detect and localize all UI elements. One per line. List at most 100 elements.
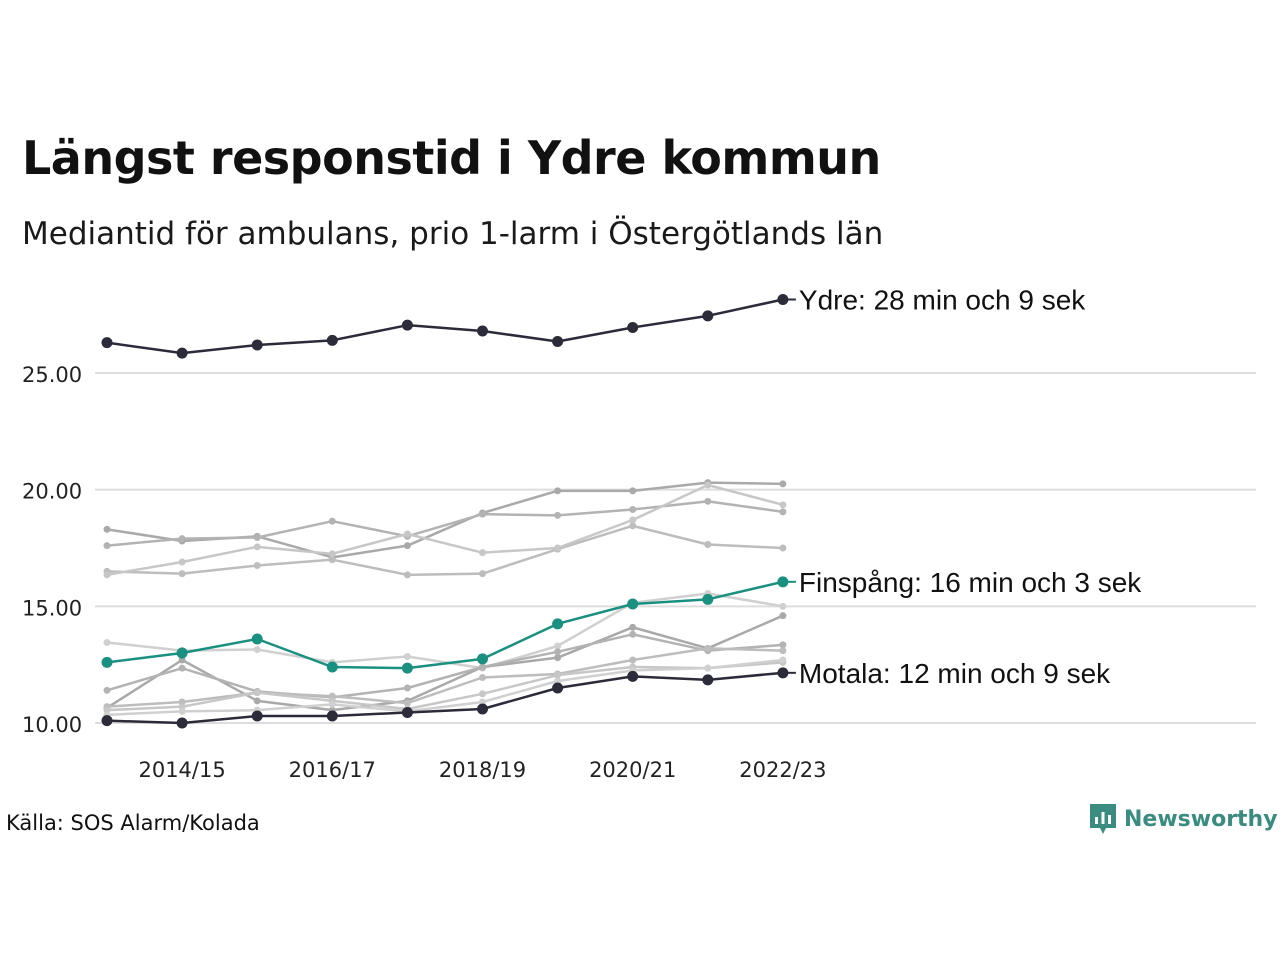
data-point [101,337,113,349]
series-line [106,580,784,670]
data-point [401,707,413,718]
data-point [704,481,712,489]
source-note: Källa: SOS Alarm/Kolada [6,811,260,835]
data-point [779,612,787,620]
data-point [103,571,111,579]
data-point [403,684,411,692]
data-point [253,646,261,653]
data-point [779,647,787,655]
data-point [554,544,562,552]
data-point [479,570,486,578]
data-point [479,674,486,681]
data-point [403,542,411,550]
series-end-label: Finspång: 16 min och 3 sek [799,567,1142,598]
data-point [554,487,562,495]
data-point [328,517,336,525]
series-finspång [101,576,789,674]
data-point [326,661,338,673]
data-point [704,497,712,505]
data-point [328,700,336,708]
data-point [554,654,562,662]
data-point [103,686,111,694]
data-point [178,570,186,578]
data-point [101,656,113,668]
data-point [554,642,562,650]
data-point [253,689,261,697]
data-point [328,550,336,558]
data-point [101,715,113,727]
y-tick-label: 25.00 [22,363,82,387]
data-point [178,707,186,715]
series-background [103,522,787,579]
data-point [702,310,714,322]
y-tick-label: 20.00 [22,480,82,504]
data-point [253,543,261,551]
y-tick-label: 15.00 [22,596,82,620]
data-point [627,322,639,333]
newsworthy-logo: Newsworthy [1088,802,1278,836]
data-point [479,698,486,706]
series-line [106,298,784,355]
gridlines [95,372,1256,724]
data-point [403,530,411,538]
series-line [106,633,783,699]
data-point [479,690,486,698]
data-point [777,294,789,305]
data-point [629,522,637,530]
data-point [477,325,488,337]
data-point [253,697,261,705]
chart-title: Längst responstid i Ydre kommun [22,131,881,185]
data-point [253,562,261,569]
data-point [554,648,562,656]
data-point [103,639,111,646]
data-point [704,644,712,652]
data-point [479,510,486,518]
series-line [106,658,784,717]
series-motala [101,667,789,729]
data-point [554,677,562,685]
data-point [554,511,562,519]
data-point [704,664,712,672]
data-point [779,501,787,509]
series-ydre [101,294,789,359]
series-line [106,500,784,547]
series-labels: Ydre: 28 min och 9 sek Finspång: 16 min o… [786,285,1142,689]
data-point [777,576,789,588]
x-tick-label: 2016/17 [289,758,376,782]
newsworthy-bar-chart-icon [1090,804,1116,834]
x-tick-label: 2018/19 [439,758,526,782]
data-point [178,656,186,664]
data-point [178,664,186,672]
data-point [176,347,188,359]
data-point [401,319,413,331]
x-tick-label: 2020/21 [589,758,676,782]
series-background [103,656,787,719]
data-point [326,710,338,722]
background-series [103,479,787,719]
data-point [403,699,411,707]
series-background [103,590,787,672]
series-line [106,647,783,708]
data-point [629,623,637,631]
data-point [326,334,338,346]
data-point [401,662,413,674]
data-point [477,653,488,665]
data-point [629,506,637,513]
series-line [106,592,784,670]
data-point [477,703,488,715]
data-point [779,641,787,649]
data-point [779,508,787,516]
chart-subtitle: Mediantid för ambulans, prio 1-larm i Ös… [22,216,884,252]
data-point [779,656,787,664]
series-line [106,661,783,712]
data-point [779,480,787,488]
data-point [779,602,787,610]
series-background [103,481,787,579]
x-tick-label: 2022/23 [739,758,826,782]
data-point [103,542,111,550]
y-axis-ticks: 10.00 15.00 20.00 25.00 [22,363,82,737]
data-point [554,671,562,679]
series-line [106,483,784,577]
series-end-label: Motala: 12 min och 9 sek [799,658,1111,689]
